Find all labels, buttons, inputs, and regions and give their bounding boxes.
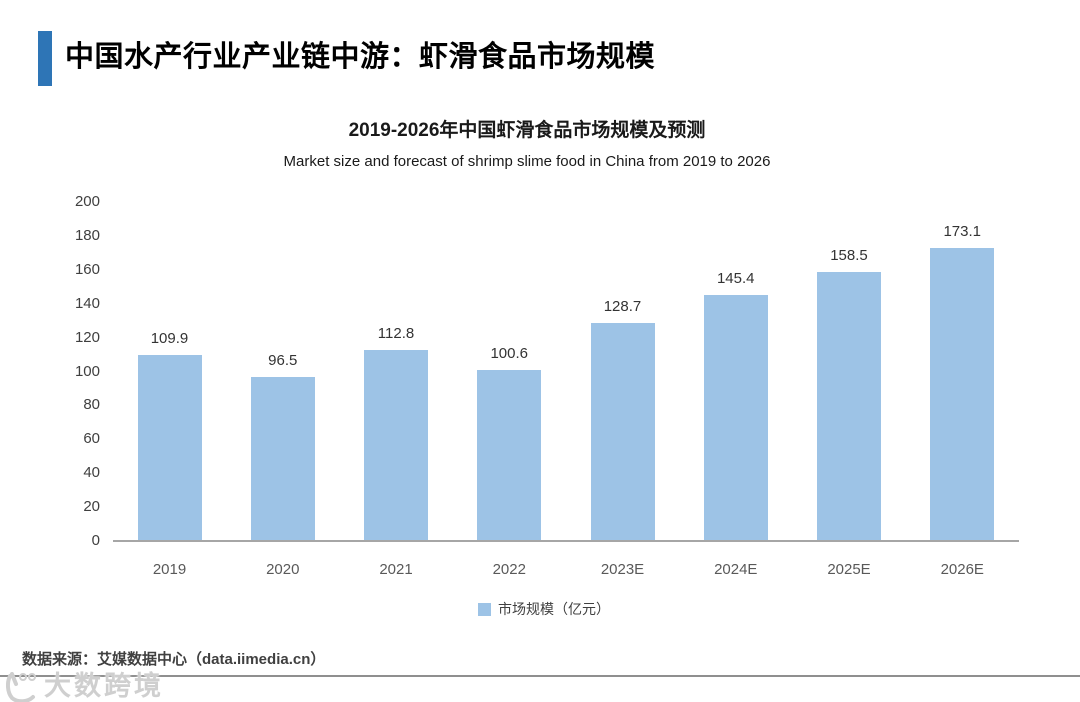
x-tick-label: 2020	[266, 561, 300, 578]
x-tick-label: 2023E	[600, 561, 645, 578]
watermark-text: 大数跨境	[44, 671, 164, 701]
y-tick-label: 140	[74, 294, 100, 312]
bar	[250, 377, 315, 541]
legend-label: 市场规模（亿元）	[498, 601, 610, 617]
bar-value-label: 112.8	[377, 325, 415, 342]
y-tick-label: 60	[83, 430, 100, 448]
bar-value-label: 128.7	[603, 298, 642, 315]
y-tick-label: 80	[83, 396, 100, 414]
bar	[477, 370, 542, 541]
x-tick-label: 2019	[152, 561, 187, 578]
y-tick-label: 20	[83, 498, 100, 516]
y-tick-label: 200	[74, 193, 100, 210]
title-accent-bar	[38, 31, 52, 86]
bar	[930, 248, 995, 541]
bar-value-label: 158.5	[830, 247, 868, 264]
watermark-logo-icon	[5, 672, 40, 702]
bar	[137, 355, 202, 541]
x-tick-label: 2022	[492, 561, 526, 578]
chart-title-block: 2019-2026年中国虾滑食品市场规模及预测 Market size and …	[0, 118, 1054, 172]
bar	[703, 295, 768, 541]
bar-value-label: 96.5	[268, 352, 298, 369]
bar	[364, 350, 429, 541]
bar-value-label: 109.9	[150, 330, 189, 347]
y-tick-label: 40	[83, 464, 100, 482]
chart-title: 2019-2026年中国虾滑食品市场规模及预测	[348, 120, 706, 141]
bar-value-label: 145.4	[716, 270, 755, 287]
legend-swatch-icon	[478, 602, 491, 616]
bar	[590, 323, 655, 541]
y-tick-label: 0	[91, 532, 100, 549]
x-tick-label: 2026E	[940, 561, 984, 578]
x-tick-label: 2021	[379, 561, 413, 578]
y-tick-label: 180	[74, 226, 100, 244]
bar	[817, 272, 882, 541]
source-note: 数据来源：艾媒数据中心（data.iimedia.cn）	[22, 651, 326, 668]
y-tick-label: 160	[74, 260, 100, 278]
bar-value-label: 173.1	[943, 223, 982, 240]
x-axis-line	[113, 540, 1019, 542]
chart-subtitle: Market size and forecast of shrimp slime…	[283, 153, 771, 170]
watermark: 大数跨境	[5, 670, 164, 702]
bar-value-label: 100.6	[490, 345, 529, 362]
legend: 市场规模（亿元）	[478, 599, 610, 619]
y-tick-label: 100	[74, 362, 100, 380]
page-title: 中国水产行业产业链中游：虾滑食品市场规模	[65, 41, 656, 73]
x-tick-label: 2025E	[827, 561, 871, 578]
footer-divider	[0, 675, 1080, 677]
y-tick-label: 120	[74, 328, 100, 346]
x-tick-label: 2024E	[714, 561, 758, 578]
